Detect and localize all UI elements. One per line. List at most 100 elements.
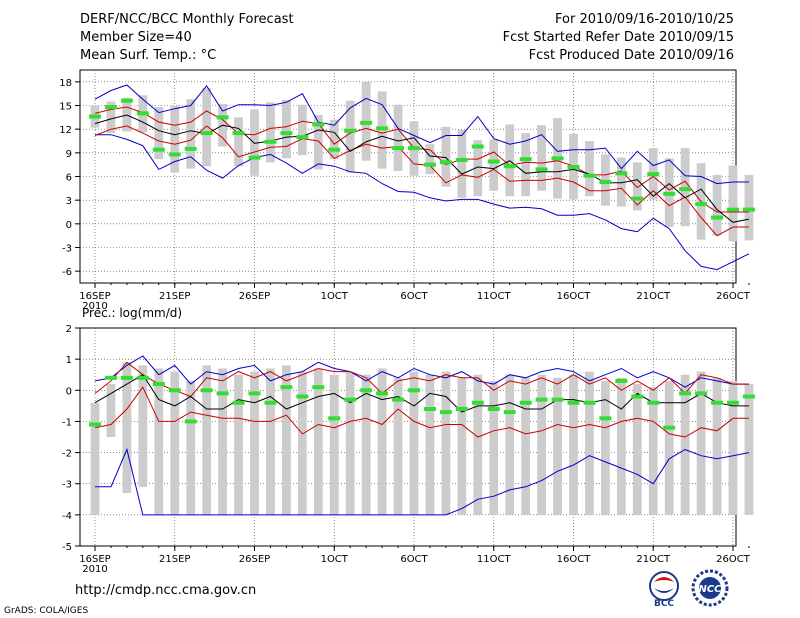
precip-marker [120, 375, 133, 380]
temp-box [202, 88, 212, 167]
temp-marker [136, 111, 149, 116]
fcst-produced-date: Fcst Produced Date 2010/09/16 [528, 48, 734, 63]
temp-marker [567, 165, 580, 170]
precip-box [744, 384, 754, 515]
temp-x-sublabel: 2010 [82, 301, 107, 312]
temp-box [234, 117, 243, 167]
precip-y-tick-label: 0 [66, 386, 72, 397]
bcc-logo-text: BCC [654, 599, 674, 608]
temp-max-line [94, 84, 749, 185]
grads-credit: GrADS: COLA/IGES [4, 606, 89, 616]
precip-box [90, 402, 100, 515]
temp-x-tick-label: 1OCT [321, 291, 349, 302]
precip-marker [423, 406, 436, 411]
precip-min-line [95, 447, 749, 516]
precip-x-tick-label: 16OCT [557, 554, 592, 565]
temp-box [537, 125, 546, 191]
precip-marker [471, 400, 484, 405]
temperature-chart: -6 -3 0 3 6 9 12 15 18 16SEP 21SEP 26SEP 1OCT 6OCT 11O… [59, 69, 755, 312]
temp-box [250, 109, 259, 176]
temp-box [728, 165, 738, 242]
temp-marker [439, 160, 452, 165]
precip-y-tick-label: -4 [62, 511, 72, 522]
source-url[interactable]: http://cmdp.ncc.cma.gov.cn [75, 583, 257, 598]
precip-marker [727, 400, 739, 405]
precip-marker [599, 416, 612, 421]
precip-box [537, 374, 546, 515]
precip-marker [615, 378, 628, 383]
temp-marker [551, 156, 564, 161]
temp-box [616, 157, 626, 207]
temp-marker [503, 164, 516, 169]
precip-marker [487, 406, 500, 411]
precip-marker [296, 394, 309, 399]
temp-marker [647, 172, 660, 177]
temp-marker [89, 114, 101, 119]
precip-box [457, 377, 467, 515]
temp-marker [376, 126, 389, 131]
temp-y-tick-label: 15 [59, 102, 72, 113]
temp-y-tick-label: -6 [62, 267, 72, 278]
temp-marker [615, 171, 628, 176]
precip-y-tick-label: 1 [66, 355, 72, 366]
precip-marker [535, 397, 548, 402]
precip-box [553, 377, 562, 515]
temp-marker [120, 98, 133, 103]
temp-x-tick-label: 26OCT [716, 291, 751, 302]
temp-box [282, 99, 291, 159]
precip-marker [328, 416, 341, 421]
precip-x-tick-label: 11OCT [477, 554, 512, 565]
precip-y-tick-label: 2 [66, 324, 72, 335]
precip-box [616, 377, 626, 515]
temp-marker [264, 139, 277, 144]
temp-box [441, 126, 451, 187]
precip-box [282, 365, 291, 515]
forecast-period: For 2010/09/16-2010/10/25 [555, 12, 734, 27]
temp-box [393, 104, 403, 171]
precip-marker [152, 382, 165, 387]
precip-box [266, 368, 275, 515]
temp-marker [328, 147, 341, 152]
precip-marker [631, 394, 644, 399]
precip-marker [647, 400, 660, 405]
precip-marker [503, 410, 516, 415]
precip-box [202, 365, 212, 515]
precip-box [154, 368, 164, 515]
precip-lower-sd-line [94, 386, 749, 438]
temp-y-tick-label: 12 [59, 125, 72, 136]
temp-y-tick-label: 3 [66, 196, 72, 207]
precip-marker [216, 391, 229, 396]
temp-marker [360, 120, 373, 125]
temp-box [170, 105, 180, 173]
temp-y-tick-label: 9 [66, 149, 72, 160]
precip-box [489, 380, 499, 515]
precip-marker [232, 400, 245, 405]
precip-box [218, 368, 227, 515]
precip-box [250, 371, 259, 515]
temp-x-tick-label: 26SEP [239, 291, 270, 302]
precip-box [696, 371, 706, 515]
temp-marker [487, 159, 500, 164]
temp-marker [663, 191, 676, 196]
temp-box [106, 101, 116, 134]
precip-marker [663, 425, 676, 430]
precip-marker [519, 400, 532, 405]
precip-x-tick-label: 21OCT [636, 554, 671, 565]
temp-x-tick-label: 21OCT [636, 291, 671, 302]
precip-marker [695, 391, 708, 396]
precip-marker [679, 391, 692, 396]
temp-marker [519, 157, 532, 162]
temp-y-tick-label: 0 [66, 220, 72, 231]
member-size-label: Member Size=40 [80, 30, 192, 45]
temp-marker [104, 105, 117, 110]
temp-marker [455, 157, 468, 162]
temp-y-tick-label: 18 [59, 78, 72, 89]
precip-box [409, 371, 419, 515]
precip-box [170, 371, 180, 515]
temp-box [345, 100, 355, 173]
precip-upper-sd-line [94, 361, 749, 398]
precip-box [393, 377, 403, 515]
precip-marker [248, 391, 261, 396]
temp-marker [535, 167, 548, 172]
temp-min-line [95, 134, 750, 271]
